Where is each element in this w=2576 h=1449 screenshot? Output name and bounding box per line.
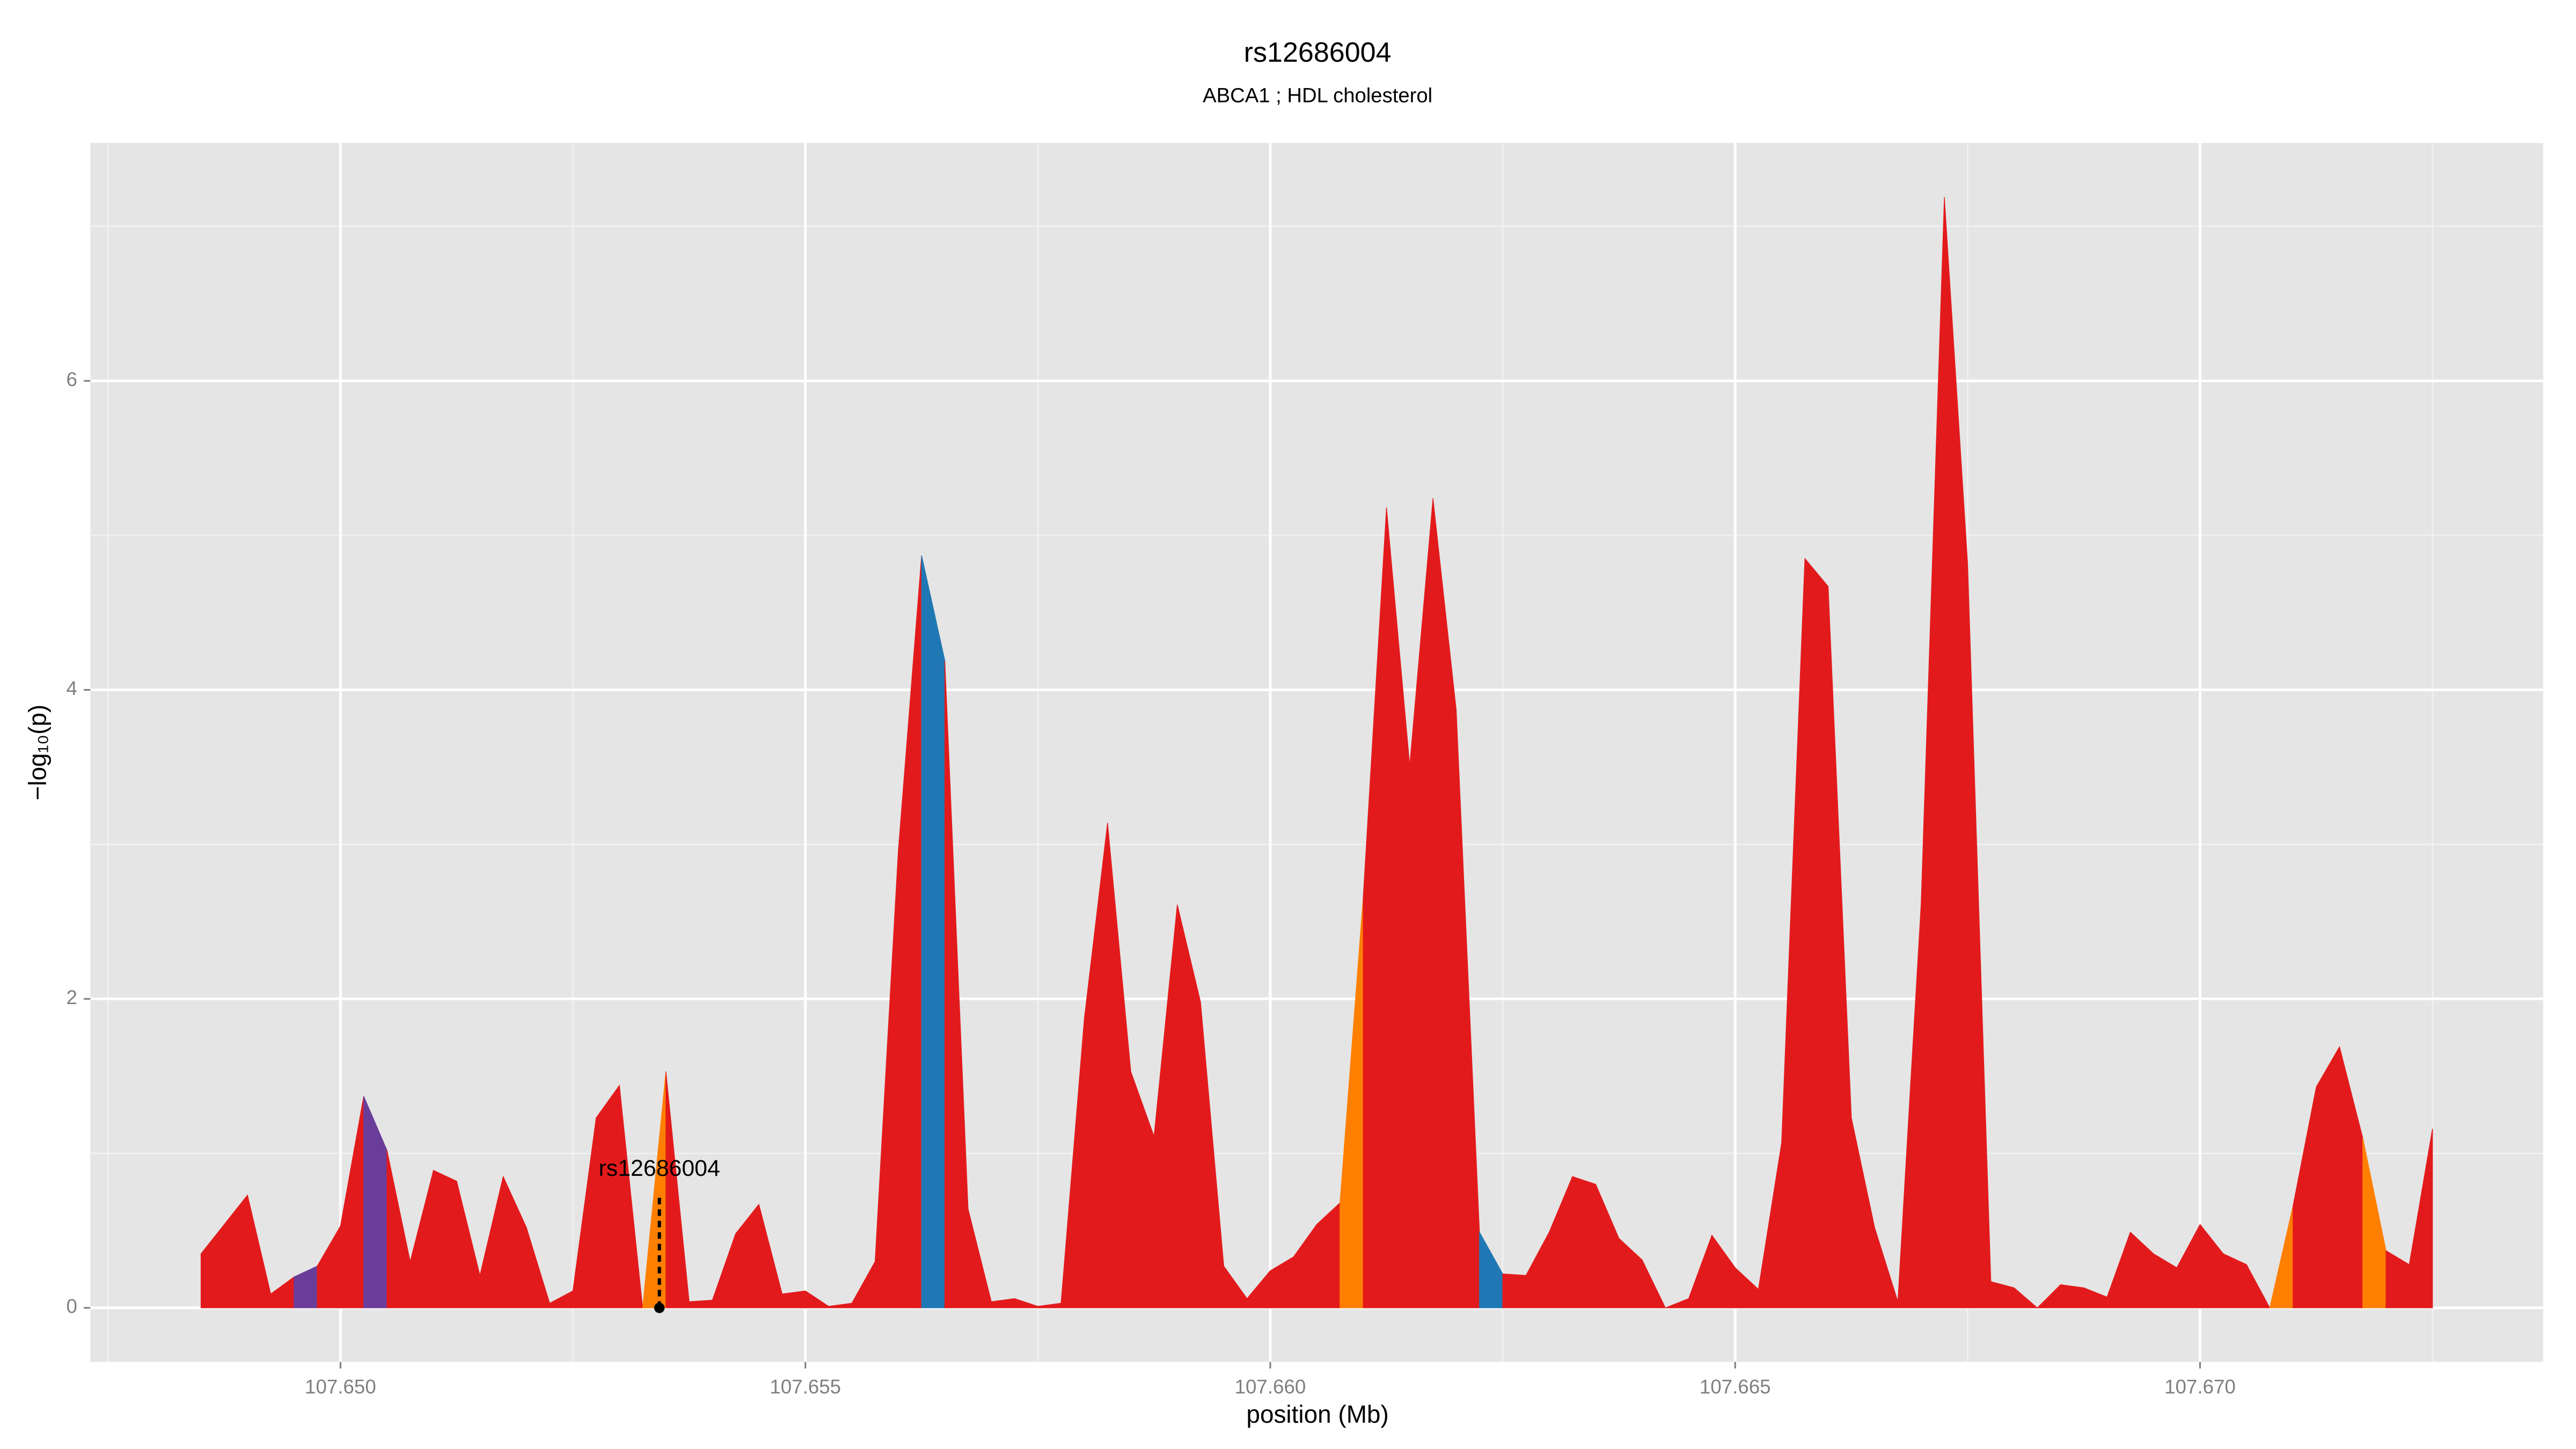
chart-title: rs12686004 [1244, 37, 1392, 68]
x-tick-label: 107.665 [1700, 1375, 1771, 1397]
area-segment [1502, 197, 2271, 1308]
y-tick-label: 4 [66, 677, 77, 699]
x-axis-label: position (Mb) [1246, 1400, 1388, 1428]
x-tick-label: 107.660 [1235, 1375, 1306, 1397]
y-axis-label: −log₁₀(p) [24, 705, 52, 801]
y-tick-label: 0 [66, 1296, 77, 1318]
x-tick-label: 107.655 [770, 1375, 841, 1397]
x-tick-label: 107.670 [2164, 1375, 2236, 1397]
y-tick-label: 6 [66, 368, 77, 390]
x-tick-label: 107.650 [305, 1375, 376, 1397]
area-segment [921, 555, 946, 1308]
annotation-point [654, 1302, 665, 1313]
plot-panel [90, 143, 2543, 1362]
area-segment [386, 1084, 643, 1308]
area-segment [317, 1096, 364, 1308]
chart-subtitle: ABCA1 ; HDL cholesterol [1203, 84, 1432, 107]
area-segment [2385, 1128, 2433, 1308]
annotation: rs12686004 [599, 1155, 720, 1313]
annotation-label: rs12686004 [599, 1155, 720, 1181]
area-segment [665, 555, 922, 1308]
area-segment [944, 660, 1341, 1308]
grid [90, 143, 2543, 1362]
axes: 107.650 107.655 107.660 107.665 107.670 0 2 4 6 [66, 368, 2235, 1397]
y-tick-label: 2 [66, 986, 77, 1008]
